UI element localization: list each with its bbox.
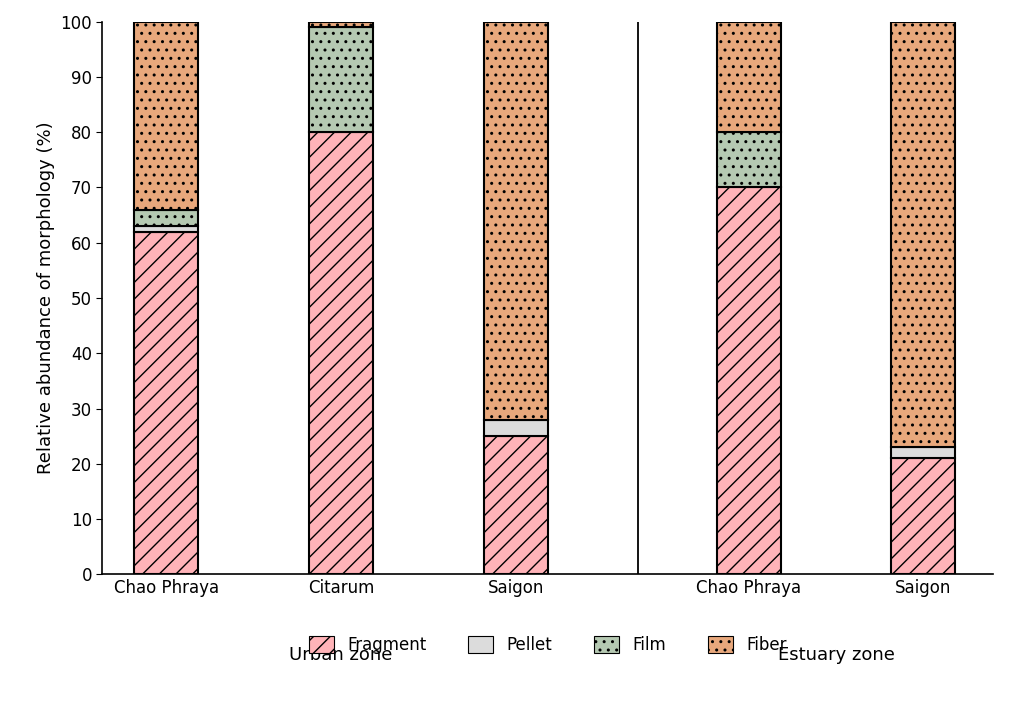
Bar — [309, 27, 373, 132]
Y-axis label: Relative abundance of morphology (%): Relative abundance of morphology (%) — [37, 121, 55, 475]
Bar — [717, 22, 780, 132]
Bar — [134, 210, 199, 226]
Bar — [891, 447, 955, 458]
Bar — [309, 132, 373, 574]
Bar — [717, 132, 780, 187]
Bar — [134, 22, 199, 210]
Text: Estuary zone: Estuary zone — [777, 646, 895, 664]
Legend: Fragment, Pellet, Film, Fiber: Fragment, Pellet, Film, Fiber — [301, 628, 795, 663]
Bar — [134, 226, 199, 232]
Bar — [483, 22, 548, 419]
Bar — [483, 436, 548, 574]
Text: Urban zone: Urban zone — [290, 646, 393, 664]
Bar — [309, 22, 373, 27]
Bar — [483, 419, 548, 436]
Bar — [891, 22, 955, 447]
Bar — [134, 232, 199, 574]
Bar — [717, 187, 780, 574]
Bar — [891, 458, 955, 574]
